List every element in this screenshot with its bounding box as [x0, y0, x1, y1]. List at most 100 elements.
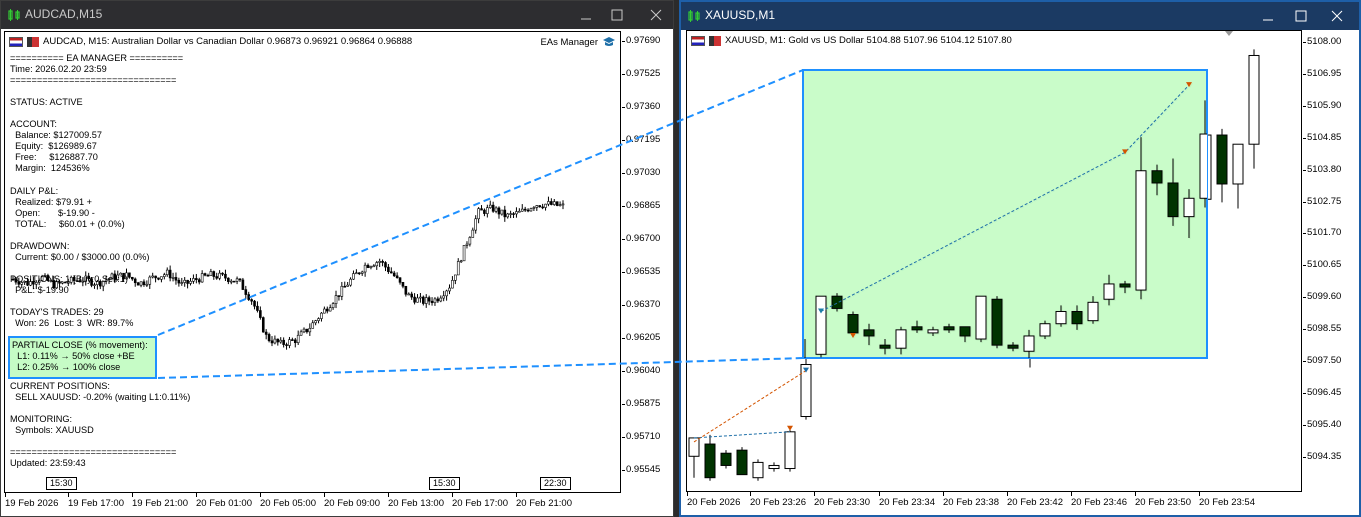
price-axis[interactable]: 0.97690 0.97525 0.97360 0.97195 0.97030 0.968… [621, 31, 674, 493]
close-icon[interactable] [1322, 6, 1352, 26]
price-tick-label: 5095.40 [1302, 418, 1342, 430]
candle-body [506, 213, 510, 218]
candle-body [212, 271, 216, 277]
candle-body [34, 282, 38, 285]
minimize-icon[interactable] [571, 5, 601, 25]
candle-body [49, 280, 53, 282]
candle-body [454, 274, 457, 281]
candle-body [538, 205, 542, 208]
candle-body [276, 338, 280, 343]
candle-body [433, 298, 437, 304]
candle-body [483, 209, 486, 214]
candle-body [992, 299, 1004, 347]
candle-body [439, 297, 443, 302]
time-axis[interactable]: 20 Feb 2026 20 Feb 23:26 20 Feb 23:30 20 Fe… [686, 492, 1302, 515]
candle-body [253, 300, 256, 307]
candle-body [285, 344, 288, 346]
candle-body [375, 262, 379, 267]
candle-body [544, 203, 547, 208]
candle-body [474, 218, 477, 231]
candle-body [404, 285, 408, 295]
close-icon[interactable] [641, 5, 671, 25]
ea-info-line: Realized: $79.91 + [10, 196, 92, 207]
time-tick-label: 20 Feb 13:00 [388, 493, 444, 509]
price-axis[interactable]: 5108.00 5106.95 5105.90 5104.85 5103.80 5102.… [1302, 30, 1359, 492]
window-title: AUDCAD,M15 [25, 7, 103, 21]
candle-body [314, 320, 317, 324]
candle-body [232, 280, 236, 283]
candle-body [520, 208, 524, 212]
xauusd-candles [688, 31, 1260, 481]
price-tick-label: 5104.85 [1302, 131, 1342, 143]
candle-body [349, 278, 352, 286]
ea-info-line: DRAWDOWN: [10, 240, 70, 251]
ea-info-line [10, 175, 183, 186]
candle-body [270, 340, 274, 344]
price-tick-label: 0.95545 [621, 464, 661, 475]
ea-info2-line [10, 436, 190, 447]
candle-body [99, 280, 102, 287]
candle-body [107, 278, 111, 281]
maximize-icon[interactable] [602, 5, 632, 25]
window-titlebar[interactable]: AUDCAD,M15 [1, 1, 673, 29]
price-tick-label: 0.97525 [621, 68, 661, 79]
maximize-icon[interactable] [1286, 6, 1316, 26]
candle-body [1152, 171, 1164, 185]
candle-body [229, 280, 233, 283]
candle-body [720, 452, 732, 466]
chart-window-xauusd[interactable]: XAUUSD,M1 XAUUSD, M1: Gold vs US Dollar … [679, 0, 1361, 517]
time-tick-label: 20 Feb 23:30 [814, 492, 870, 508]
legend-text: AUDCAD, M15: Australian Dollar vs Canadi… [43, 36, 413, 47]
candle-body [1040, 324, 1052, 338]
candle-body [436, 298, 440, 302]
candle-body [509, 213, 512, 215]
ea-info-line: POSITIONS: 1 (Buy:0 Sell:1) [10, 273, 128, 284]
ea-manager-panel: ========== EA MANAGER ========== Time: 20… [10, 53, 183, 329]
candle-body [497, 207, 501, 215]
time-tick-label: 20 Feb 23:38 [943, 492, 999, 508]
price-tick-label: 5094.35 [1302, 450, 1342, 462]
candle-body [422, 296, 425, 304]
candle-body [381, 260, 384, 263]
candle-body [419, 296, 422, 299]
candle-body [1216, 134, 1228, 185]
candle-body [372, 265, 376, 268]
candle-body [81, 280, 85, 283]
candle-body [1008, 345, 1020, 350]
price-tick-label: 0.96535 [621, 266, 661, 277]
candle-body [736, 449, 748, 476]
time-tick-label: 20 Feb 23:26 [750, 492, 806, 508]
candle-body [293, 339, 297, 344]
minimize-icon[interactable] [1253, 6, 1283, 26]
chart-legend: XAUUSD, M1: Gold vs US Dollar 5104.88 51… [691, 35, 1012, 46]
candle-body [261, 317, 265, 333]
price-chart-area[interactable]: XAUUSD, M1: Gold vs US Dollar 5104.88 51… [686, 30, 1302, 492]
ea-info2-line: Updated: 23:59:43 [10, 458, 86, 469]
candle-body [448, 287, 451, 292]
candle-body [58, 281, 61, 284]
candle-body [32, 281, 35, 285]
chart-window-audcad[interactable]: AUDCAD,M15 AUDCAD, M15: Australian Dolla… [0, 0, 674, 517]
candle-body [84, 275, 88, 282]
candle-body [407, 293, 411, 296]
candle-body [296, 334, 300, 344]
window-titlebar[interactable]: XAUUSD,M1 [681, 2, 1359, 30]
flag-icon [691, 35, 705, 46]
candle-body [1088, 302, 1100, 323]
candle-body [256, 305, 259, 311]
eas-manager-button[interactable]: EAs Manager [540, 36, 616, 48]
candle-body [302, 328, 306, 333]
time-tick-label: 20 Feb 23:42 [1007, 492, 1063, 508]
chart-shift-icon [1225, 31, 1233, 36]
candle-body [154, 275, 157, 279]
ea-info-line: Balance: $127009.57 [10, 130, 102, 141]
price-tick-label: 0.97195 [621, 134, 661, 145]
time-axis[interactable]: 19 Feb 2026 19 Feb 17:00 19 Feb 21:00 20 Fe… [4, 477, 621, 516]
candle-body [976, 296, 988, 341]
candle-body [555, 201, 559, 206]
candle-body [72, 276, 76, 281]
candle-body [308, 328, 312, 333]
ea-info2-line: =============================== [10, 447, 177, 458]
candle-body [360, 271, 364, 274]
candle-body [515, 211, 518, 215]
